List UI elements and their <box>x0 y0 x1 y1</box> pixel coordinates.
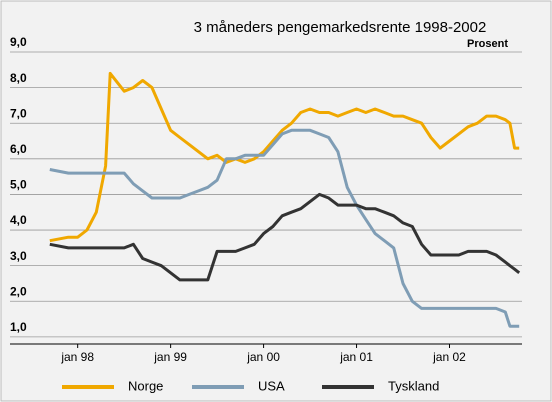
x-tick-label: jan 00 <box>246 350 280 364</box>
chart-title: 3 måneders pengemarkedsrente 1998-2002 <box>194 19 487 36</box>
y-tick-label: 1,0 <box>10 320 27 334</box>
y-tick-label: 3,0 <box>10 249 27 263</box>
series-line <box>49 71 520 243</box>
legend-label: USA <box>258 378 285 393</box>
y-tick-label: 6,0 <box>10 142 27 156</box>
series-line <box>49 128 520 328</box>
y-tick-label: 5,0 <box>10 178 27 192</box>
series-line <box>49 192 521 282</box>
x-tick-label: jan 99 <box>153 350 187 364</box>
y-tick-label: 8,0 <box>10 71 27 85</box>
y-tick-label: 4,0 <box>10 213 27 227</box>
legend-label: Tyskland <box>388 378 439 393</box>
y-tick-label: 9,0 <box>10 35 27 49</box>
y-tick-label: 7,0 <box>10 106 27 120</box>
y-tick-label: 2,0 <box>10 284 27 298</box>
legend-label: Norge <box>128 378 163 393</box>
chart-subtitle: Prosent <box>467 38 508 50</box>
x-tick-label: jan 02 <box>432 350 466 364</box>
x-tick-label: jan 01 <box>339 350 373 364</box>
x-tick-label: jan 98 <box>60 350 94 364</box>
